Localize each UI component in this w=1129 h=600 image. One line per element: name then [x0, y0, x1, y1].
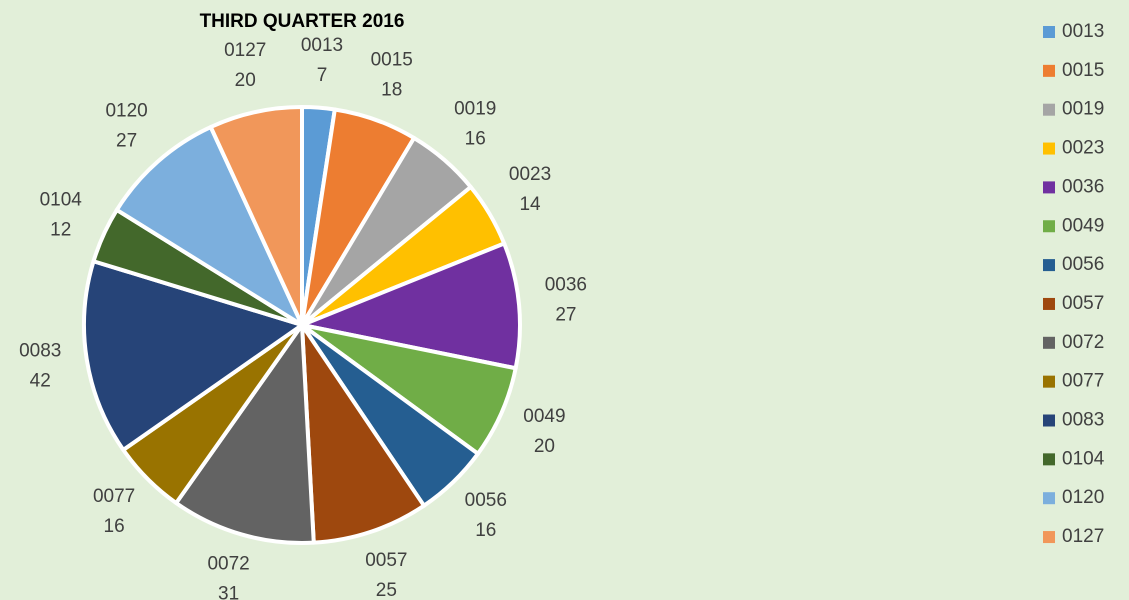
data-label-value: 14	[519, 194, 541, 215]
data-label-value: 27	[555, 305, 576, 326]
legend-swatch	[1043, 26, 1055, 38]
pie-slice	[174, 323, 316, 545]
data-label-value: 42	[30, 370, 51, 391]
data-label-category: 0015	[371, 50, 413, 71]
data-label-category: 0023	[509, 164, 551, 185]
legend-label: 0104	[1062, 448, 1105, 469]
data-label-category: 0104	[40, 189, 83, 210]
legend-label: 0083	[1062, 410, 1104, 431]
data-label-category: 0072	[207, 554, 249, 575]
legend-swatch	[1043, 531, 1055, 544]
data-label-category: 0036	[545, 275, 587, 296]
legend-swatch	[1043, 453, 1055, 466]
data-label-value: 20	[235, 70, 256, 91]
pie-slice	[300, 241, 522, 371]
data-label-category: 0077	[93, 486, 135, 507]
legend-swatch	[1043, 64, 1055, 77]
data-label-value: 20	[534, 436, 555, 457]
legend-label: 0019	[1062, 99, 1104, 120]
legend-label: 0072	[1062, 332, 1104, 353]
legend-swatch	[1043, 336, 1055, 349]
legend-label: 0057	[1062, 293, 1104, 314]
legend-label: 0023	[1062, 138, 1104, 159]
legend-label: 0127	[1062, 526, 1104, 547]
legend-swatch	[1043, 103, 1055, 116]
data-label-category: 0019	[454, 98, 496, 119]
legend-swatch	[1043, 297, 1055, 310]
legend-label: 0036	[1062, 176, 1104, 197]
data-label-category: 0049	[523, 406, 565, 427]
legend-label: 0056	[1062, 254, 1104, 275]
pie-slice	[300, 323, 426, 545]
pie-slice	[208, 105, 304, 327]
pie-slice	[114, 125, 304, 327]
legend-swatch	[1043, 414, 1055, 427]
data-label-category: 0083	[19, 340, 61, 361]
data-label-value: 31	[218, 584, 239, 600]
legend-swatch	[1043, 181, 1055, 194]
data-label-category: 0057	[365, 550, 407, 571]
data-label-category: 0056	[465, 490, 507, 511]
data-label-category: 0127	[224, 40, 266, 61]
data-label-value: 18	[381, 80, 402, 101]
chart-title: THIRD QUARTER 2016	[200, 11, 405, 32]
data-label-value: 12	[50, 219, 71, 240]
legend-swatch	[1043, 259, 1055, 272]
data-label-value: 7	[317, 65, 328, 86]
data-label-value: 25	[376, 580, 397, 600]
data-label-category: 0120	[105, 100, 147, 121]
data-label-value: 16	[465, 128, 486, 149]
data-label-value: 16	[475, 520, 496, 541]
legend-label: 0013	[1062, 21, 1104, 42]
legend-swatch	[1043, 375, 1055, 388]
legend-label: 0049	[1062, 215, 1104, 236]
legend-label: 0015	[1062, 60, 1104, 81]
data-label-value: 27	[116, 130, 137, 151]
legend-swatch	[1043, 220, 1055, 233]
legend-label: 0077	[1062, 371, 1104, 392]
data-label-value: 16	[104, 516, 125, 537]
legend-swatch	[1043, 492, 1055, 505]
legend-label: 0120	[1062, 487, 1104, 508]
legend-swatch	[1043, 142, 1055, 155]
data-label-category: 0013	[301, 35, 343, 56]
